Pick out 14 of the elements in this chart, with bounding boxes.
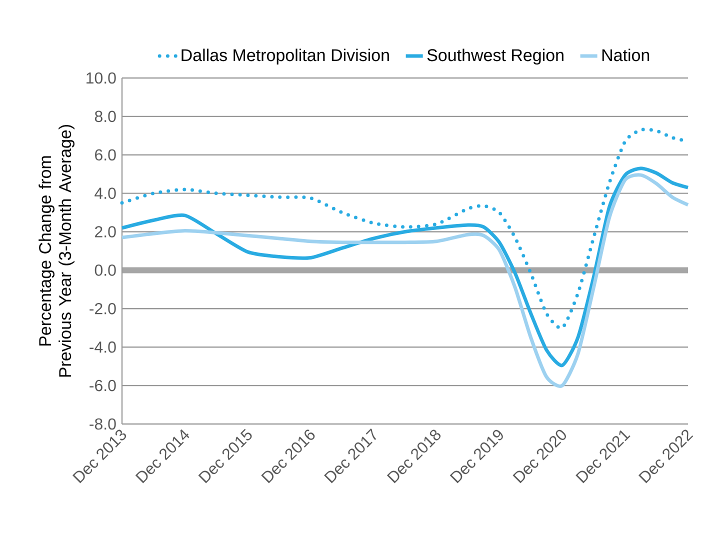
y-tick-label: -2.0 <box>90 302 116 314</box>
y-tick-label: -4.0 <box>90 341 116 353</box>
y-tick-label: 0.0 <box>94 264 116 276</box>
y-tick-label: 6.0 <box>95 149 116 161</box>
legend-label: Nation <box>602 48 650 62</box>
legend-label: Southwest Region <box>427 48 564 65</box>
y-tick-label: 10.0 <box>86 72 116 84</box>
y-tick-label: 8.0 <box>94 110 116 122</box>
y-tick-label: -6.0 <box>90 380 116 392</box>
legend-label: Dallas Metropolitan Division <box>182 48 389 65</box>
y-tick-label: 4.0 <box>94 188 116 199</box>
y-tick-label: -8.0 <box>90 418 116 430</box>
y-tick-label: 2.0 <box>95 226 116 238</box>
y-axis-title: Percentage Change from Previous Year (3-Month Average) <box>38 124 74 377</box>
